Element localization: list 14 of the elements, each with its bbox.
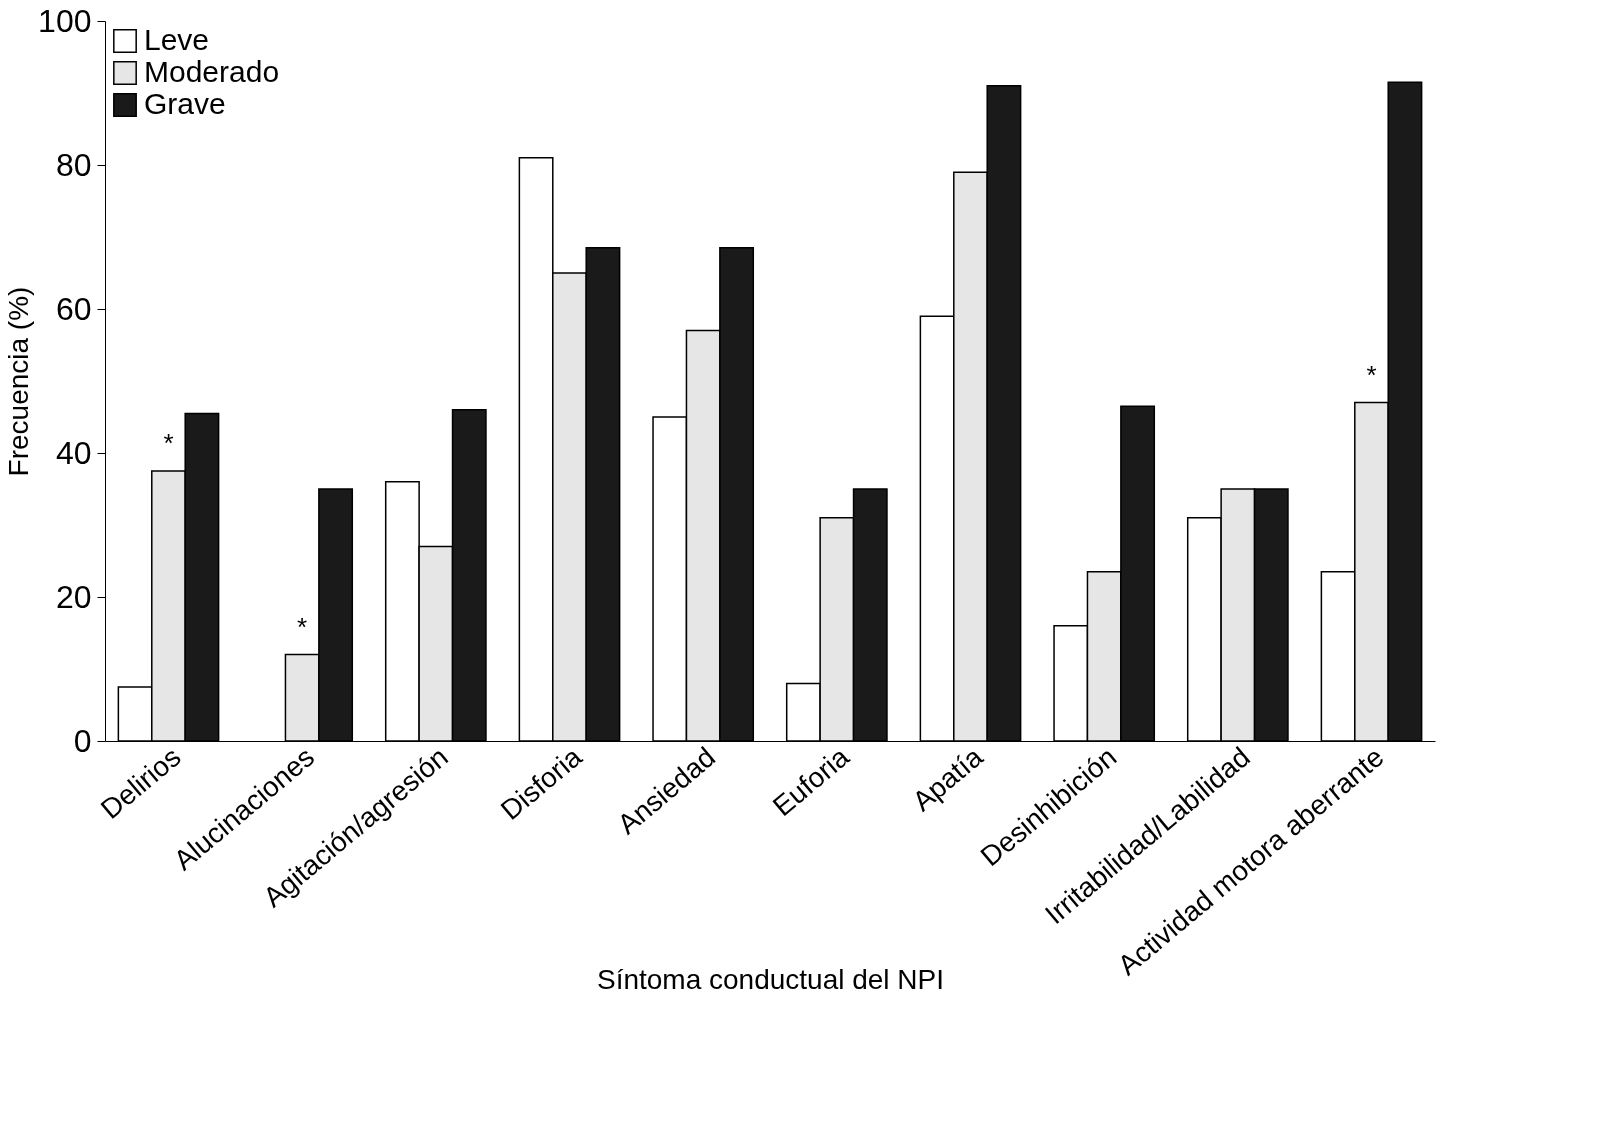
y-tick-label: 20: [55, 578, 92, 615]
x-axis-title: Síntoma conductual del NPI: [596, 963, 945, 995]
legend-label: Leve: [144, 23, 210, 56]
legend-label: Moderado: [144, 55, 280, 88]
y-axis-title: Frecuencia (%): [3, 286, 35, 477]
annotation: *: [163, 428, 174, 458]
annotation: *: [1366, 359, 1377, 390]
y-tick-label: 80: [55, 146, 92, 183]
annotation: *: [297, 611, 308, 642]
y-tick-label: 40: [55, 434, 92, 471]
y-tick-label: 60: [55, 290, 92, 327]
legend-label: Grave: [144, 87, 226, 120]
y-tick-label: 0: [73, 722, 92, 759]
y-tick-label: 100: [38, 2, 92, 39]
